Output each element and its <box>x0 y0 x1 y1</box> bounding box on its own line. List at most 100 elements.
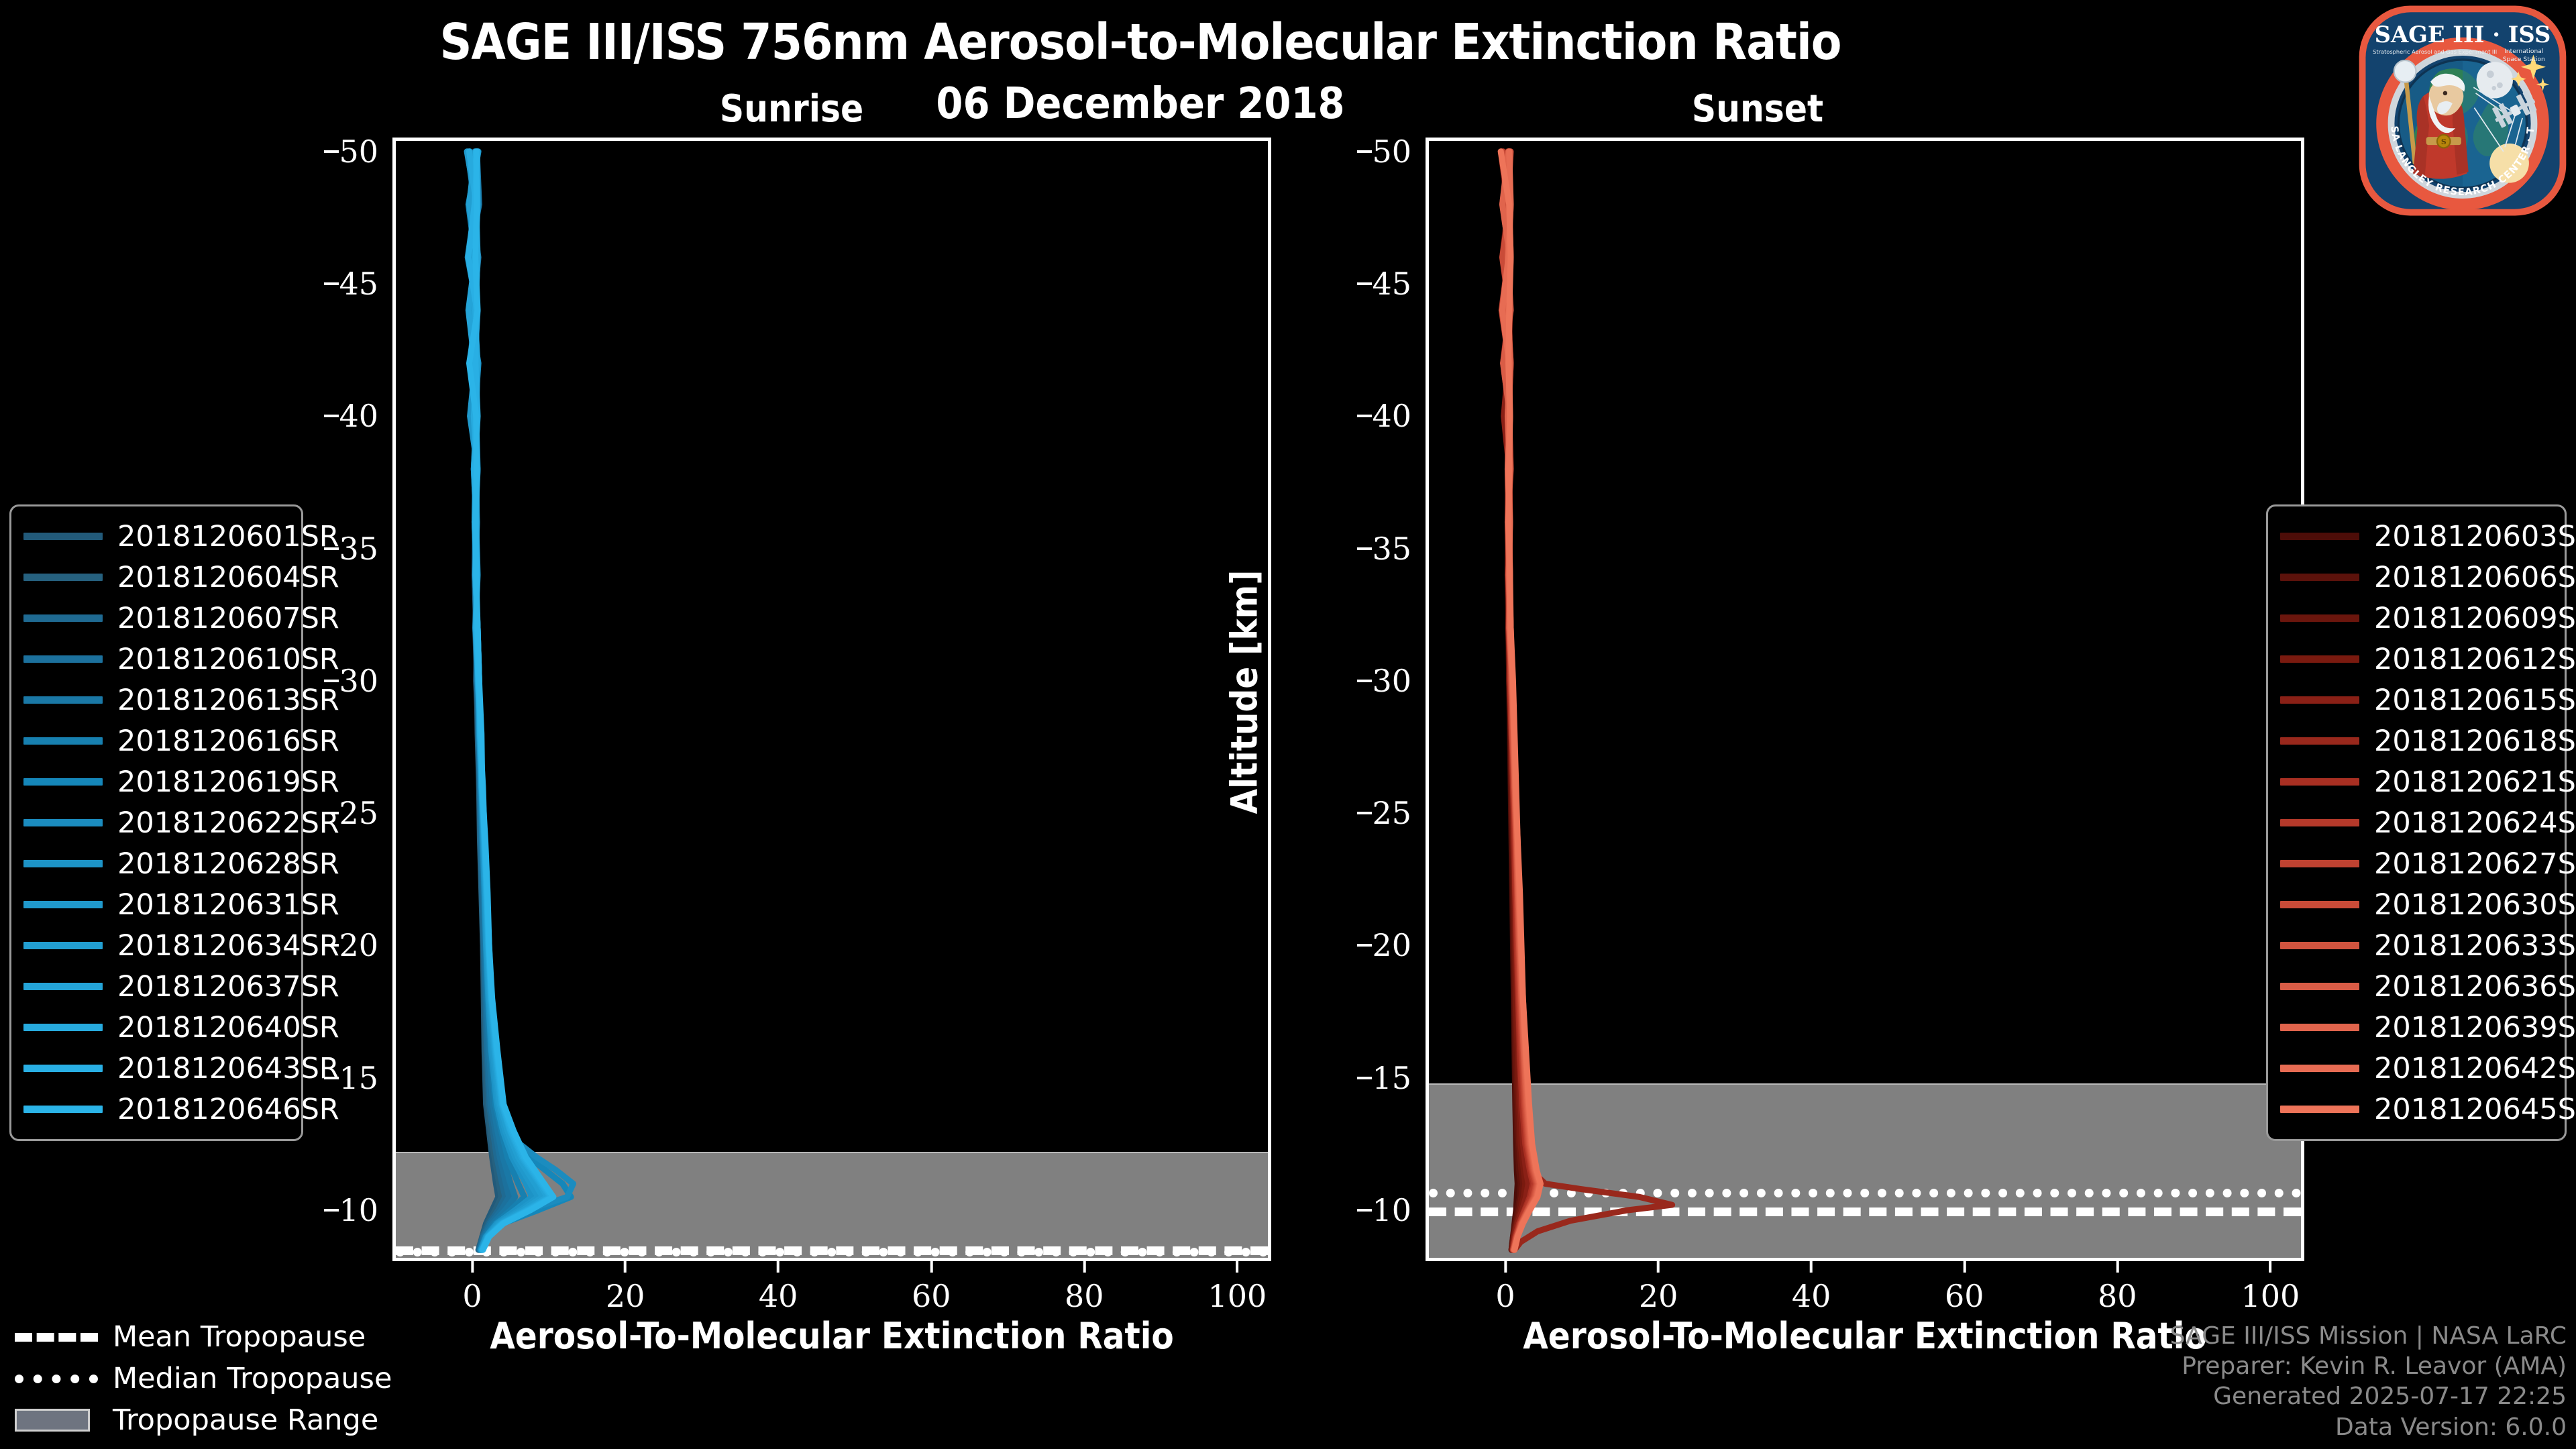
legend-label: 2018120618SS <box>2374 724 2576 758</box>
legend-color-swatch <box>2280 778 2359 786</box>
credits-block: SAGE III/ISS Mission | NASA LaRC Prepare… <box>2170 1321 2567 1442</box>
legend-item-2018120643SR[interactable]: 2018120643SR <box>23 1048 339 1089</box>
legend-item-2018120637SR[interactable]: 2018120637SR <box>23 966 339 1007</box>
legend-label: 2018120645SS <box>2374 1092 2576 1126</box>
plot-panel-sunset: 10 15 20 25 30 35 40 45 50 0 20 40 60 80 100 <box>1357 133 2304 1314</box>
legend-color-swatch <box>2280 533 2359 540</box>
legend-label: 2018120604SR <box>117 560 339 594</box>
legend-item-2018120601SR[interactable]: 2018120601SR <box>23 516 339 557</box>
legend-label-median-tropopause: Median Tropopause <box>113 1362 392 1395</box>
legend-color-swatch <box>23 737 103 745</box>
legend-item-2018120631SR[interactable]: 2018120631SR <box>23 884 339 925</box>
legend-item-2018120606SS[interactable]: 2018120606SS <box>2280 557 2576 598</box>
y-axis-label-sunset: Altitude [km] <box>1223 570 1266 814</box>
legend-label: 2018120615SS <box>2374 683 2576 717</box>
dashed-line-icon <box>15 1328 98 1346</box>
legend-color-swatch <box>23 533 103 540</box>
legend-label: 2018120628SR <box>117 847 339 881</box>
legend-color-swatch <box>23 614 103 622</box>
legend-item-2018120645SS[interactable]: 2018120645SS <box>2280 1089 2576 1130</box>
legend-item-2018120613SR[interactable]: 2018120613SR <box>23 680 339 720</box>
x-axis-label-sunset: Aerosol-To-Molecular Extinction Ratio <box>1523 1315 2207 1357</box>
legend-item-2018120633SS[interactable]: 2018120633SS <box>2280 925 2576 966</box>
patch-subtitle-right-2: Space Station <box>2503 56 2545 63</box>
legend-item-2018120624SS[interactable]: 2018120624SS <box>2280 802 2576 843</box>
page-title: SAGE III/ISS 756nm Aerosol-to-Molecular … <box>439 13 1841 71</box>
x-axis-tick-sunset: 0 <box>1495 1258 1515 1314</box>
legend-item-2018120640SR[interactable]: 2018120640SR <box>23 1007 339 1048</box>
date-subtitle: 06 December 2018 <box>936 79 1345 129</box>
legend-label: 2018120609SS <box>2374 601 2576 635</box>
legend-item-2018120634SR[interactable]: 2018120634SR <box>23 925 339 966</box>
legend-item-2018120612SS[interactable]: 2018120612SS <box>2280 639 2576 680</box>
legend-color-swatch <box>23 860 103 867</box>
x-axis-tick-sunset: 100 <box>2241 1258 2300 1314</box>
legend-item-2018120610SR[interactable]: 2018120610SR <box>23 639 339 680</box>
legend-label: 2018120646SR <box>117 1092 339 1126</box>
legend-label: 2018120634SR <box>117 928 339 963</box>
legend-label: 2018120630SS <box>2374 888 2576 922</box>
legend-color-swatch <box>23 655 103 663</box>
legend-color-swatch <box>23 1065 103 1072</box>
legend-color-swatch <box>23 819 103 826</box>
legend-sunrise-events[interactable]: 2018120601SR 2018120604SR 2018120607SR 2018… <box>9 504 339 1141</box>
y-axis-tick-sunset: 40 <box>1357 398 1429 434</box>
legend-color-swatch <box>2280 655 2359 663</box>
legend-item-2018120607SR[interactable]: 2018120607SR <box>23 598 339 639</box>
legend-tropopause: Mean Tropopause Median Tropopause Tropop… <box>15 1316 392 1441</box>
legend-item-2018120627SS[interactable]: 2018120627SS <box>2280 843 2576 884</box>
y-axis-tick-sunset: 35 <box>1357 531 1429 567</box>
legend-item-2018120622SR[interactable]: 2018120622SR <box>23 802 339 843</box>
legend-label: 2018120601SR <box>117 519 339 553</box>
legend-color-swatch <box>23 778 103 786</box>
y-axis-tick-sunrise: 40 <box>324 398 396 434</box>
legend-item-2018120618SS[interactable]: 2018120618SS <box>2280 720 2576 761</box>
legend-color-swatch <box>2280 983 2359 990</box>
legend-item-2018120639SS[interactable]: 2018120639SS <box>2280 1007 2576 1048</box>
filled-box-icon <box>15 1409 98 1432</box>
x-axis-tick-sunset: 80 <box>2098 1258 2137 1314</box>
x-axis-tick-sunset: 60 <box>1945 1258 1984 1314</box>
legend-color-swatch <box>23 696 103 704</box>
legend-color-swatch <box>2280 860 2359 867</box>
credit-line-mission: SAGE III/ISS Mission | NASA LaRC <box>2169 1322 2567 1350</box>
legend-label: 2018120642SS <box>2374 1051 2576 1085</box>
legend-label: 2018120631SR <box>117 888 339 922</box>
legend-color-swatch <box>2280 737 2359 745</box>
legend-item-2018120636SS[interactable]: 2018120636SS <box>2280 966 2576 1007</box>
legend-label-mean-tropopause: Mean Tropopause <box>113 1320 366 1354</box>
legend-item-tropopause-range: Tropopause Range <box>15 1399 390 1441</box>
legend-label: 2018120621SS <box>2374 765 2576 799</box>
plot-area-sunset <box>1429 141 2301 1258</box>
credit-line-generated: Generated 2025-07-17 22:25 <box>2213 1383 2567 1411</box>
x-axis-tick-sunset: 40 <box>1792 1258 1831 1314</box>
legend-item-2018120630SS[interactable]: 2018120630SS <box>2280 884 2576 925</box>
legend-label: 2018120610SR <box>117 642 339 676</box>
legend-item-2018120616SR[interactable]: 2018120616SR <box>23 720 339 761</box>
legend-item-2018120609SS[interactable]: 2018120609SS <box>2280 598 2576 639</box>
y-axis-tick-sunset: 10 <box>1357 1192 1429 1228</box>
y-axis-tick-sunset: 15 <box>1357 1060 1429 1096</box>
legend-sunset-events[interactable]: 2018120603SS 2018120606SS 2018120609SS 2018… <box>2266 504 2576 1141</box>
legend-color-swatch <box>2280 942 2359 949</box>
legend-item-2018120604SR[interactable]: 2018120604SR <box>23 557 339 598</box>
legend-item-2018120615SS[interactable]: 2018120615SS <box>2280 680 2576 720</box>
legend-item-2018120628SR[interactable]: 2018120628SR <box>23 843 339 884</box>
y-axis-tick-sunset: 30 <box>1357 663 1429 699</box>
legend-label: 2018120627SS <box>2374 847 2576 881</box>
legend-item-2018120603SS[interactable]: 2018120603SS <box>2280 516 2576 557</box>
legend-label: 2018120639SS <box>2374 1010 2576 1044</box>
legend-item-2018120621SS[interactable]: 2018120621SS <box>2280 761 2576 802</box>
legend-color-swatch <box>2280 696 2359 704</box>
legend-label: 2018120606SS <box>2374 560 2576 594</box>
mission-patch-icon: S SAGE III · ISS Stratospheric Aerosol a… <box>2349 0 2567 216</box>
legend-item-2018120619SR[interactable]: 2018120619SR <box>23 761 339 802</box>
legend-color-swatch <box>2280 1065 2359 1072</box>
legend-label: 2018120607SR <box>117 601 339 635</box>
legend-color-swatch <box>23 942 103 949</box>
legend-item-2018120642SS[interactable]: 2018120642SS <box>2280 1048 2576 1089</box>
y-axis-tick-sunset: 50 <box>1357 133 1429 170</box>
legend-item-2018120646SR[interactable]: 2018120646SR <box>23 1089 339 1130</box>
y-axis-tick-sunset: 25 <box>1357 795 1429 831</box>
y-axis-tick-sunset: 45 <box>1357 266 1429 302</box>
